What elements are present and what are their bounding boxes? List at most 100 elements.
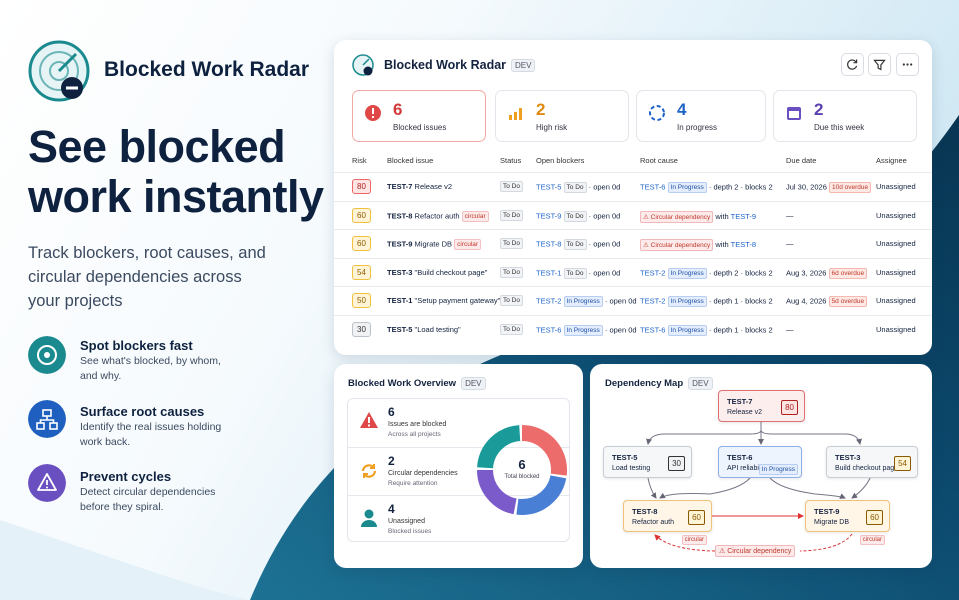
table-row[interactable]: 30 TEST-5 "Load testing" To Do TEST-6 In Pr… xyxy=(334,315,932,343)
node-status: In Progress xyxy=(758,464,798,475)
open-age: · open 0d xyxy=(604,325,637,335)
dependency-node[interactable]: TEST-6 API reliability In Progress xyxy=(718,446,802,478)
node-score: 30 xyxy=(668,456,685,471)
stat-value: 2 xyxy=(814,100,824,119)
status-chip: In Progress xyxy=(667,182,707,193)
app-title-text: Blocked Work Radar xyxy=(384,58,507,72)
more-button[interactable] xyxy=(896,53,919,76)
due-cell: Aug 4, 2026 5d overdue xyxy=(786,296,868,308)
blocker-cell: TEST-1 To Do · open 0d xyxy=(536,267,621,279)
app-logo xyxy=(352,54,374,76)
risk-score: 60 xyxy=(352,236,371,252)
overview-label: Circular dependencies xyxy=(388,470,458,477)
stat-label: Blocked issues xyxy=(393,123,447,132)
dependency-node[interactable]: TEST-3 Build checkout page 54 xyxy=(826,446,918,478)
background-wave xyxy=(0,520,250,600)
donut-label: Total blocked xyxy=(504,474,540,480)
overview-label: Unassigned xyxy=(388,518,425,525)
node-score: 60 xyxy=(688,510,705,525)
stat-card[interactable]: 4 In progress xyxy=(636,90,766,142)
node-key: TEST-9 xyxy=(814,507,840,516)
assignee: Unassigned xyxy=(876,210,916,220)
stat-card[interactable]: 6 Blocked issues xyxy=(352,90,486,142)
open-age: · open 0d xyxy=(588,268,621,278)
root-key: TEST-6 xyxy=(640,182,666,192)
dependency-map-title-text: Dependency Map xyxy=(605,378,684,390)
overview-value: 6 xyxy=(388,405,395,419)
root-cause-cell: TEST-2 In Progress · depth 1 · blocks 2 xyxy=(640,296,773,308)
table-row[interactable]: 80 TEST-7 Release v2 To Do TEST-5 To Do · o… xyxy=(334,172,932,200)
blocker-cell: TEST-5 To Do · open 0d xyxy=(536,182,620,193)
table-row[interactable]: 60 TEST-9 Migrate DB circular To Do TEST-8 … xyxy=(334,229,932,257)
dependency-node[interactable]: TEST-5 Load testing 30 xyxy=(603,446,692,478)
risk-score: 80 xyxy=(352,179,371,194)
refresh-button[interactable] xyxy=(841,53,864,76)
root-detail: · depth 2 · blocks 2 xyxy=(708,182,773,192)
dependency-node[interactable]: TEST-9 Migrate DB 60 circular xyxy=(805,500,890,545)
assignee: Unassigned xyxy=(876,296,916,306)
issue-summary: "Build checkout page" xyxy=(414,267,488,277)
filter-button[interactable] xyxy=(868,53,891,76)
feature-icon xyxy=(28,400,66,438)
issue-key: TEST-3 xyxy=(387,267,413,277)
due-cell: Jul 30, 2026 10d overdue xyxy=(786,182,872,193)
feature-icon xyxy=(28,464,66,502)
issue-cell: TEST-7 Release v2 xyxy=(387,182,452,191)
root-key: TEST-2 xyxy=(640,268,666,278)
circular-tag: circular xyxy=(454,239,482,251)
overview-note: Across all projects xyxy=(388,431,441,438)
column-header: Root cause xyxy=(640,156,678,165)
due-date: Aug 4, 2026 xyxy=(786,296,827,306)
env-badge: DEV xyxy=(688,377,713,390)
feature-icon xyxy=(28,336,66,374)
status-chip: To Do xyxy=(500,324,523,335)
root-key: TEST-9 xyxy=(730,211,757,221)
root-key: TEST-6 xyxy=(640,325,666,335)
stat-icon xyxy=(365,105,381,121)
status-chip: In Progress xyxy=(667,267,707,279)
stat-label: In progress xyxy=(677,123,718,132)
issue-cell: TEST-8 Refactor auth circular xyxy=(387,210,489,222)
status-chip: To Do xyxy=(563,267,587,279)
node-score: 60 xyxy=(866,510,883,525)
edge xyxy=(769,477,846,499)
env-badge: DEV xyxy=(511,59,536,73)
blocker-cell: TEST-2 In Progress · open 0d xyxy=(536,296,637,308)
column-header: Blocked issue xyxy=(387,156,434,165)
status-chip: To Do xyxy=(563,210,587,222)
issue-key: TEST-5 xyxy=(387,325,413,334)
dependency-node[interactable]: TEST-8 Refactor auth 60 circular xyxy=(623,500,712,545)
issue-key: TEST-8 xyxy=(387,211,413,221)
issue-summary: Refactor auth xyxy=(414,211,460,221)
assignee: Unassigned xyxy=(876,182,916,191)
donut xyxy=(477,425,567,515)
risk-score: 60 xyxy=(352,207,371,223)
overview-note: Blocked issues xyxy=(388,528,432,535)
node-summary: Load testing xyxy=(612,465,651,472)
table-row[interactable]: 54 TEST-3 "Build checkout page" To Do TEST-… xyxy=(334,257,932,286)
edge xyxy=(760,422,862,445)
due-cell: — xyxy=(786,239,794,248)
node-key: TEST-7 xyxy=(727,397,753,406)
stat-card[interactable]: 2 High risk xyxy=(495,90,629,142)
table-row[interactable]: 60 TEST-8 Refactor auth circular To Do TEST… xyxy=(334,200,932,229)
dependency-node[interactable]: TEST-7 Release v2 80 xyxy=(718,390,805,422)
overview-card: Blocked Work Overview DEV 6 Issues are blo… xyxy=(334,364,583,568)
blocker-key: TEST-6 xyxy=(536,325,562,335)
column-header: Status xyxy=(500,156,522,165)
overview-note: Require attention xyxy=(388,480,438,487)
overview-title: Blocked Work Overview DEV xyxy=(348,377,486,390)
node-summary: Migrate DB xyxy=(814,519,850,526)
donut-value: 6 xyxy=(518,457,526,472)
app-card: Blocked Work Radar DEV 6 Blocked issues 2… xyxy=(334,40,932,355)
due-date: Jul 30, 2026 xyxy=(786,182,827,192)
with-text: with xyxy=(715,211,729,221)
status-chip: In Progress xyxy=(667,325,707,336)
overview-icon xyxy=(361,509,377,527)
cycle-edge xyxy=(655,534,853,552)
node-summary: Build checkout page xyxy=(835,465,899,472)
table-row[interactable]: 50 TEST-1 "Setup payment gateway" To Do TES… xyxy=(334,286,932,314)
stat-card[interactable]: 2 Due this week xyxy=(773,90,917,142)
overview-item: 6 Issues are blocked Across all projects xyxy=(348,399,569,447)
